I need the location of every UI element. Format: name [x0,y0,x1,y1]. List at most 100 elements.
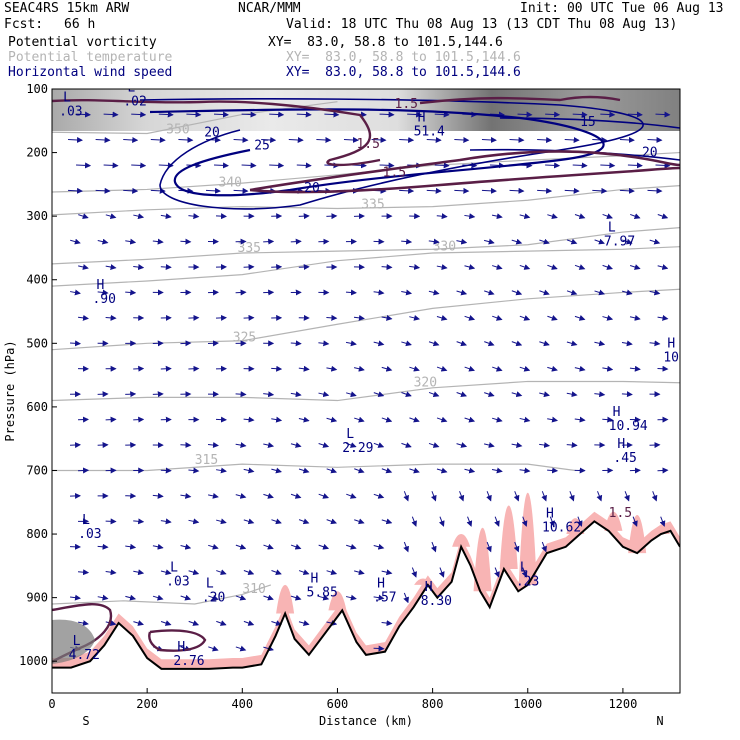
wind-vector [602,264,613,270]
wind-vector [105,264,117,270]
wind-vector [346,391,357,398]
wind-vector [241,162,257,169]
wind-vector [600,111,616,118]
wind-vector [403,541,409,553]
wind-vector [632,516,638,527]
wind-vector [208,645,219,652]
wind-vector [373,543,385,550]
wind-vector [657,264,669,270]
wind-vector [235,442,247,449]
theta-contour-315 [52,463,576,472]
wind-vector [178,136,194,143]
wind-vector [409,264,421,270]
wind-vector [78,569,90,576]
wind-vector [105,213,117,220]
wind-vector [381,365,393,372]
wind-vector [484,340,495,347]
wind-vector [215,213,227,220]
wind-vector [269,162,285,169]
wind-vector [436,467,448,474]
wind-vector [428,391,440,397]
extremum-high: H8.30 [421,580,452,609]
wind-vector [401,340,412,347]
wind-vector [97,594,109,601]
wind-vector [235,493,247,499]
wind-vector [326,620,338,626]
wind-vector [401,442,412,448]
wind-vector [125,594,137,601]
x-end-label-south: S [82,714,89,728]
wind-vector [381,264,393,271]
wind-vector [70,340,82,347]
wind-vector [519,467,531,474]
wind-vector [434,111,450,118]
wind-vector [539,238,550,245]
wind-vector [180,594,192,601]
wind-vector [133,518,145,525]
wind-vector [243,518,255,525]
extremum-type: H [546,507,554,522]
wind-vector [373,442,385,448]
wind-vector [298,620,310,626]
forecast-hours: 66 h [64,17,96,32]
wind-vector [547,365,558,372]
wind-vector [596,491,603,502]
wind-vector [655,111,671,118]
wind-vector [629,314,641,321]
wind-vector [133,213,145,220]
pink-peak [604,511,623,531]
surface-shading-left [52,619,95,664]
wind-vector [541,491,547,502]
wind-vector [381,467,393,474]
wind-vector [657,213,669,219]
wind-vector [511,238,523,245]
wind-vector [594,289,606,296]
wind-vector [519,315,531,321]
wind-vector [438,567,445,578]
wind-vector [188,213,200,220]
wind-vector [484,289,495,296]
wind-vector [326,518,338,525]
x-tick-label: 1000 [513,697,542,711]
wind-vector [152,238,164,245]
wind-vector [70,594,81,601]
wind-vector [403,491,409,502]
wind-vector [345,289,357,296]
y-tick-label: 700 [26,463,48,477]
wind-vector [160,264,172,271]
wind-vector [123,136,139,143]
pv-contour-tropopause [249,150,680,194]
x-tick-label: 1200 [608,697,637,711]
wind-vector [428,340,440,347]
wind-vector [519,213,531,220]
wind-vector [399,136,415,143]
extremum-value: 10. [663,350,686,365]
wind-vector [494,516,500,527]
isotach-jet-core [149,108,605,197]
wind-vector [78,213,89,220]
theta-label: 340 [219,175,242,190]
wind-vector [290,493,302,499]
wind-vector [354,518,365,525]
isotach-outer [139,98,644,210]
wind-vector [381,314,393,321]
wind-vector [160,620,172,626]
field-label-wind: Horizontal wind speed [8,65,173,80]
extremum-type: L [73,634,81,649]
extremum-value: 4.72 [69,648,100,663]
extremum-type: H [311,572,319,587]
wind-vector [464,315,476,321]
wind-vector [521,567,528,578]
wind-vector [326,467,338,474]
wind-vector [188,620,200,626]
wind-vector [547,213,558,220]
isotach-label: 15 [580,115,596,130]
wind-vector [494,567,500,578]
wind-vector [235,594,247,601]
wind-vector [649,238,661,245]
isotach-label: 20 [304,181,320,196]
extremum-value: 10.62 [542,521,581,536]
wind-vector [409,416,420,423]
wind-vector [158,111,174,118]
theta-contour-350 [52,101,338,135]
